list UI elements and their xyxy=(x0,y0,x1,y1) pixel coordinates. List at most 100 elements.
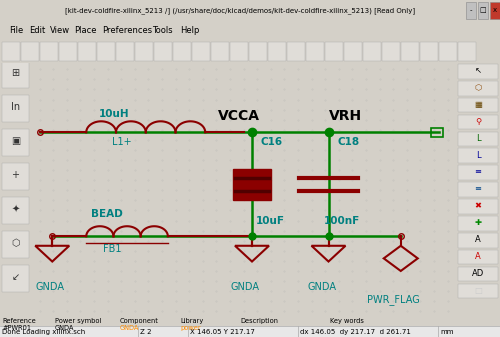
Text: Help: Help xyxy=(180,26,200,35)
Text: L: L xyxy=(476,134,480,143)
Text: +: + xyxy=(12,170,20,180)
Bar xyxy=(2,94,29,122)
Bar xyxy=(2,162,29,190)
Text: ✖: ✖ xyxy=(474,201,482,210)
Bar xyxy=(0,327,500,337)
Bar xyxy=(325,42,343,61)
Text: File: File xyxy=(9,26,23,35)
Text: PWR_FLAG: PWR_FLAG xyxy=(367,295,420,305)
Bar xyxy=(78,42,96,61)
Text: GNDA: GNDA xyxy=(120,325,140,331)
Text: □: □ xyxy=(480,7,486,13)
Bar xyxy=(230,42,248,61)
Text: ⬡: ⬡ xyxy=(474,83,482,92)
Text: C18: C18 xyxy=(337,137,359,147)
Bar xyxy=(344,42,362,61)
Text: □: □ xyxy=(474,286,482,295)
Bar xyxy=(2,231,29,258)
Bar xyxy=(458,81,498,95)
Bar xyxy=(458,165,498,180)
Bar xyxy=(192,42,210,61)
Text: FB1: FB1 xyxy=(104,244,122,254)
Bar xyxy=(458,284,498,298)
Bar xyxy=(458,131,498,146)
Text: GNDA: GNDA xyxy=(55,325,74,331)
Bar xyxy=(211,42,229,61)
Bar xyxy=(458,98,498,113)
Bar xyxy=(2,265,29,293)
Bar xyxy=(458,250,498,265)
Text: Component: Component xyxy=(120,318,159,324)
Text: 10uH: 10uH xyxy=(99,109,130,119)
Bar xyxy=(363,42,381,61)
Bar xyxy=(116,42,134,61)
Text: [kit-dev-coldfire-xilinx_5213 /] (/usr/share/doc/kicad/demos/kit-dev-coldfire-xi: [kit-dev-coldfire-xilinx_5213 /] (/usr/s… xyxy=(65,7,415,14)
Text: ⊞: ⊞ xyxy=(12,68,20,78)
Text: ✚: ✚ xyxy=(474,218,482,227)
Text: ⚲: ⚲ xyxy=(475,117,481,126)
Text: Reference: Reference xyxy=(2,318,36,324)
Bar xyxy=(2,128,29,156)
Bar xyxy=(458,267,498,281)
Bar xyxy=(306,42,324,61)
Text: dx 146.05  dy 217.17  d 261.71: dx 146.05 dy 217.17 d 261.71 xyxy=(300,329,411,335)
Bar xyxy=(135,42,153,61)
Text: x: x xyxy=(493,7,497,13)
Text: power: power xyxy=(180,325,201,331)
Bar xyxy=(458,149,498,163)
Text: VRH: VRH xyxy=(328,109,362,123)
Text: C16: C16 xyxy=(260,137,282,147)
Bar xyxy=(40,42,58,61)
Bar xyxy=(59,42,77,61)
Text: ↙: ↙ xyxy=(12,272,20,282)
Bar xyxy=(249,42,267,61)
Bar xyxy=(458,42,476,61)
Text: Place: Place xyxy=(74,26,96,35)
Bar xyxy=(458,115,498,129)
Text: A: A xyxy=(475,252,481,261)
Text: 100nF: 100nF xyxy=(324,216,360,226)
Text: Edit: Edit xyxy=(29,26,45,35)
Bar xyxy=(478,2,488,19)
Bar xyxy=(458,182,498,197)
Bar xyxy=(382,42,400,61)
Bar xyxy=(401,42,419,61)
Bar xyxy=(268,42,286,61)
Text: View: View xyxy=(50,26,70,35)
Text: GNDA: GNDA xyxy=(231,282,260,292)
Bar xyxy=(97,42,115,61)
Bar xyxy=(21,42,39,61)
Text: Preferences: Preferences xyxy=(102,26,152,35)
Text: L1+: L1+ xyxy=(112,137,132,147)
Bar xyxy=(420,42,438,61)
Bar xyxy=(173,42,191,61)
Text: Done Loading xilinx.sch: Done Loading xilinx.sch xyxy=(2,329,85,335)
Text: Power symbol: Power symbol xyxy=(55,318,102,324)
Bar xyxy=(466,2,476,19)
Text: Library: Library xyxy=(180,318,203,324)
Text: ⬡: ⬡ xyxy=(11,238,20,248)
Bar xyxy=(2,196,29,224)
Text: L: L xyxy=(476,151,480,159)
Text: #PWR01: #PWR01 xyxy=(2,325,31,331)
Text: Description: Description xyxy=(240,318,278,324)
Text: AD: AD xyxy=(472,269,484,278)
Bar xyxy=(458,64,498,79)
Bar xyxy=(458,233,498,248)
Text: ≡: ≡ xyxy=(474,167,482,176)
Text: VCCA: VCCA xyxy=(218,109,260,123)
Text: -: - xyxy=(470,7,472,13)
Text: GNDA: GNDA xyxy=(308,282,336,292)
Bar xyxy=(154,42,172,61)
Text: ▦: ▦ xyxy=(474,100,482,109)
Text: Tools: Tools xyxy=(152,26,173,35)
Bar xyxy=(2,42,20,61)
Text: ≡: ≡ xyxy=(474,184,482,193)
Bar xyxy=(490,2,500,19)
Bar xyxy=(2,61,29,88)
Text: X 146.05 Y 217.17: X 146.05 Y 217.17 xyxy=(190,329,255,335)
Text: ▣: ▣ xyxy=(11,136,20,146)
Text: In: In xyxy=(11,102,20,112)
Text: Key words: Key words xyxy=(330,318,364,324)
Text: ↖: ↖ xyxy=(474,66,482,75)
